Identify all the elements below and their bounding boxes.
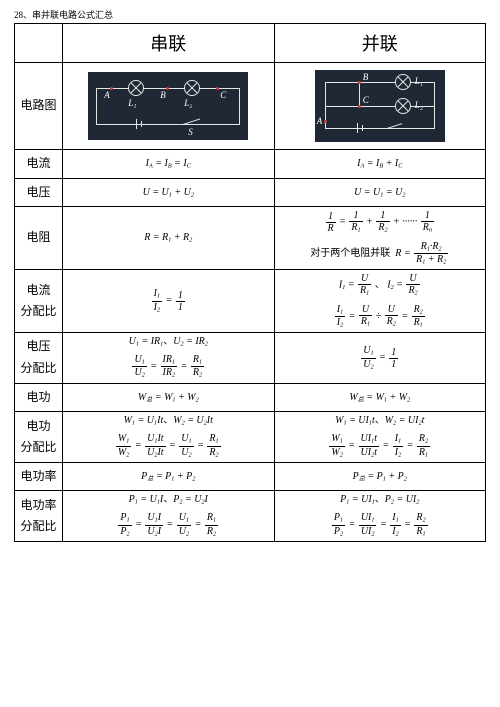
series-voltage: U = U1 + U2: [63, 178, 275, 207]
label-L2: L₂: [184, 98, 192, 108]
lamp-icon: [184, 80, 200, 96]
row-label: 电功率分配比: [15, 491, 63, 541]
col-header-series: 串联: [63, 24, 275, 63]
label-S: S: [188, 127, 193, 137]
table-row: 电压 U = U1 + U2 U = U1 = U2: [15, 178, 486, 207]
row-label: 电流: [15, 150, 63, 179]
table-row: 电功率 P总 = P1 + P2 P总 = P1 + P2: [15, 462, 486, 491]
row-label-diagram: 电路图: [15, 63, 63, 150]
parallel-diagram-cell: B C A L₁ L₂: [274, 63, 486, 150]
label-C: C: [220, 90, 226, 100]
label-L1: L₁: [415, 76, 423, 86]
series-current-ratio: I1I2 = 11: [63, 270, 275, 333]
parallel-resistance: 1R = 1R1 + 1R2 + ······ 1Rn 对于两个电阻并联 R =…: [274, 207, 486, 270]
table-row: 电路图 A B C L₁: [15, 63, 486, 150]
label-L1: L₁: [128, 98, 136, 108]
table-row: 电功 W总 = W1 + W2 W总 = W1 + W2: [15, 383, 486, 412]
parallel-current-ratio: I1 = UR1 、 I2 = UR2 I1I2 = UR1 ÷ UR2 = R…: [274, 270, 486, 333]
lamp-icon: [128, 80, 144, 96]
table-row: 电压分配比 U1 = IR1、U2 = IR2 U1U2 = IR1IR2 = …: [15, 333, 486, 383]
row-label: 电功分配比: [15, 412, 63, 462]
series-resistance: R = R1 + R2: [63, 207, 275, 270]
parallel-res-prefix: 对于两个电阻并联: [310, 248, 390, 259]
formula-table: 串联 并联 电路图 A B: [14, 23, 486, 542]
label-L2: L₂: [415, 100, 423, 110]
row-label: 电压分配比: [15, 333, 63, 383]
series-circuit-diagram: A B C L₁ L₂ S: [88, 72, 248, 140]
table-row: 电流分配比 I1I2 = 11 I1 = UR1 、 I2 = UR2 I1I2…: [15, 270, 486, 333]
table-row: 电流 IA = IB = IC IA = IB + IC: [15, 150, 486, 179]
row-label: 电功: [15, 383, 63, 412]
label-C: C: [363, 95, 369, 105]
series-voltage-ratio: U1 = IR1、U2 = IR2 U1U2 = IR1IR2 = R1R2: [63, 333, 275, 383]
label-A: A: [317, 116, 323, 126]
parallel-voltage: U = U1 = U2: [274, 178, 486, 207]
page-header: 28、串并联电路公式汇总: [14, 8, 486, 21]
label-B: B: [160, 90, 166, 100]
parallel-power-ratio: P1 = UI1、P2 = UI2 P1P2 = UI1UI2 = I1I2 =…: [274, 491, 486, 541]
series-power: P总 = P1 + P2: [63, 462, 275, 491]
lamp-icon: [395, 74, 411, 90]
table-row: 串联 并联: [15, 24, 486, 63]
series-diagram-cell: A B C L₁ L₂ S: [63, 63, 275, 150]
parallel-voltage-ratio: U1U2 = 11: [274, 333, 486, 383]
series-power-ratio: P1 = U1I、P2 = U2I P1P2 = U1IU2I = U1U2 =…: [63, 491, 275, 541]
parallel-work: W总 = W1 + W2: [274, 383, 486, 412]
parallel-circuit-diagram: B C A L₁ L₂: [315, 70, 445, 142]
series-work-ratio: W1 = U1It、W2 = U2It W1W2 = U1ItU2It = U1…: [63, 412, 275, 462]
table-row: 电功分配比 W1 = U1It、W2 = U2It W1W2 = U1ItU2I…: [15, 412, 486, 462]
corner-cell: [15, 24, 63, 63]
label-A: A: [104, 90, 110, 100]
table-row: 电阻 R = R1 + R2 1R = 1R1 + 1R2 + ······ 1…: [15, 207, 486, 270]
table-row: 电功率分配比 P1 = U1I、P2 = U2I P1P2 = U1IU2I =…: [15, 491, 486, 541]
series-work: W总 = W1 + W2: [63, 383, 275, 412]
row-label: 电流分配比: [15, 270, 63, 333]
label-B: B: [363, 72, 369, 82]
parallel-power: P总 = P1 + P2: [274, 462, 486, 491]
lamp-icon: [395, 98, 411, 114]
row-label: 电阻: [15, 207, 63, 270]
row-label: 电压: [15, 178, 63, 207]
parallel-current: IA = IB + IC: [274, 150, 486, 179]
row-label: 电功率: [15, 462, 63, 491]
col-header-parallel: 并联: [274, 24, 486, 63]
series-current: IA = IB = IC: [63, 150, 275, 179]
parallel-work-ratio: W1 = UI1t、W2 = UI2t W1W2 = UI1tUI2t = I1…: [274, 412, 486, 462]
